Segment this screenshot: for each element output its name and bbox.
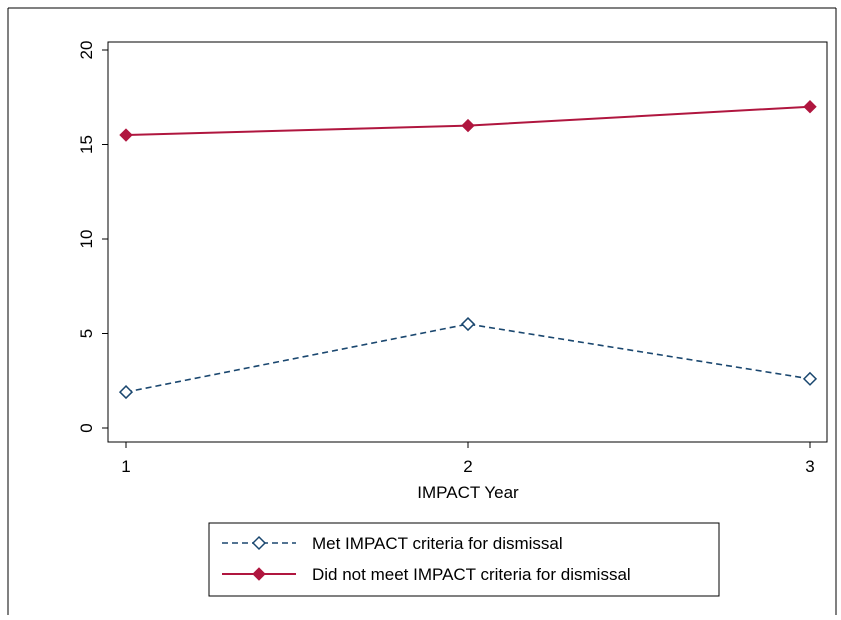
y-tick-label: 0 <box>77 423 96 432</box>
y-axis: 0 5 10 15 20 <box>77 41 108 433</box>
data-point <box>460 316 476 332</box>
x-axis: 1 2 3 <box>121 442 815 476</box>
legend-label: Met IMPACT criteria for dismissal <box>312 534 563 553</box>
legend-swatch-marker <box>251 535 267 551</box>
legend-label: Did not meet IMPACT criteria for dismiss… <box>312 565 631 584</box>
data-point <box>803 99 817 114</box>
legend-box <box>208 522 720 597</box>
legend: Met IMPACT criteria for dismissal Did not… <box>208 522 720 597</box>
x-tick-label: 1 <box>121 457 130 476</box>
data-point <box>802 371 818 386</box>
series-2 <box>119 99 817 142</box>
plot-area <box>107 41 828 443</box>
x-tick-label: 2 <box>463 457 472 476</box>
y-tick-label: 15 <box>77 135 96 154</box>
y-tick-label: 5 <box>77 329 96 338</box>
data-point <box>461 118 475 133</box>
y-tick-label: 20 <box>77 41 96 60</box>
legend-item: Did not meet IMPACT criteria for dismiss… <box>222 565 631 584</box>
legend-swatch-marker <box>252 567 266 581</box>
series-1 <box>118 316 818 400</box>
x-axis-title: IMPACT Year <box>417 483 519 502</box>
data-point <box>119 128 133 142</box>
y-tick-label: 10 <box>77 230 96 249</box>
series-line <box>125 323 811 393</box>
legend-items: Met IMPACT criteria for dismissal Did not… <box>222 534 631 584</box>
legend-item: Met IMPACT criteria for dismissal <box>222 534 563 553</box>
series-layer <box>118 99 818 400</box>
data-point <box>118 385 134 400</box>
x-tick-label: 3 <box>805 457 814 476</box>
